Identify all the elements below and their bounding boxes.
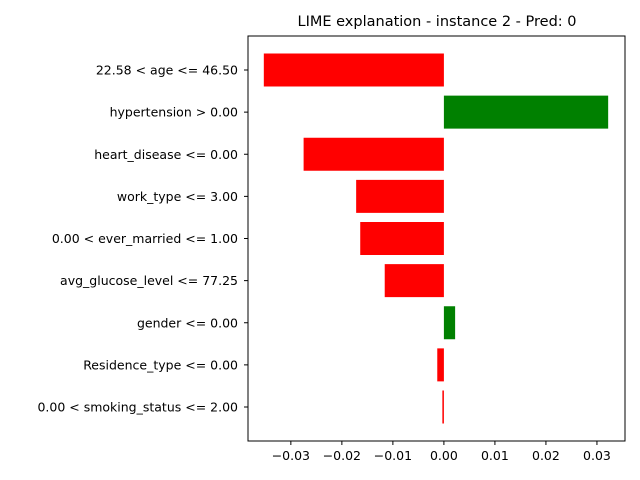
x-tick-label: 0.00 <box>430 448 458 463</box>
x-tick-label: 0.02 <box>532 448 560 463</box>
y-tick-label: 22.58 < age <= 46.50 <box>96 63 238 78</box>
x-tick-label: −0.03 <box>272 448 310 463</box>
x-tick-label: 0.03 <box>583 448 611 463</box>
y-tick-label: Residence_type <= 0.00 <box>83 357 238 372</box>
y-tick-label: avg_glucose_level <= 77.25 <box>60 273 238 288</box>
bar-6 <box>443 306 456 340</box>
bar-3 <box>356 179 444 213</box>
bar-5 <box>384 264 444 298</box>
y-tick-label: hypertension > 0.00 <box>110 105 238 120</box>
bar-7 <box>437 348 444 382</box>
y-tick-labels: 22.58 < age <= 46.50 hypertension > 0.00 h… <box>37 63 248 415</box>
plot-frame <box>247 35 626 442</box>
y-tick-label: 0.00 < smoking_status <= 2.00 <box>37 400 238 415</box>
x-tick-label: −0.01 <box>374 448 412 463</box>
y-tick-label: gender <= 0.00 <box>137 315 238 330</box>
x-axis-ticks: −0.03 −0.02 −0.01 0.00 0.01 0.02 0.03 <box>272 441 611 463</box>
x-tick-label: 0.01 <box>481 448 509 463</box>
chart-title: LIME explanation - instance 2 - Pred: 0 <box>298 14 577 30</box>
bar-0 <box>263 53 444 87</box>
bars-group <box>263 53 609 424</box>
y-tick-label: work_type <= 3.00 <box>117 189 238 204</box>
bar-1 <box>443 95 609 129</box>
x-tick-label: −0.02 <box>323 448 361 463</box>
y-tick-label: 0.00 < ever_married <= 1.00 <box>52 231 238 246</box>
y-tick-label: heart_disease <= 0.00 <box>94 147 238 162</box>
bar-2 <box>303 137 444 171</box>
bar-4 <box>360 222 444 255</box>
bar-8 <box>442 390 444 424</box>
